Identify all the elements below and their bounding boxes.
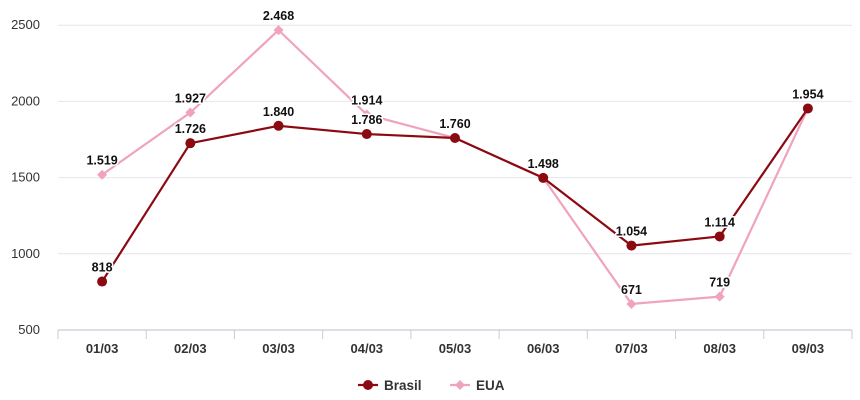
x-tick-label: 02/03 [174,341,207,356]
data-label-brasil: 1.114 [704,215,735,229]
x-axis-ticks: 01/03 02/03 03/03 04/03 05/03 06/03 07/03 08/03… [86,341,824,356]
data-label-brasil: 1.840 [263,105,294,119]
series-line-eua [101,29,809,306]
data-label-eua: 1.914 [351,94,382,108]
data-point-eua[interactable] [361,109,372,120]
data-label-brasil: 1.054 [616,225,647,239]
data-point-eua[interactable] [273,25,284,36]
data-point-eua[interactable] [185,107,196,118]
x-tick-label: 08/03 [703,341,736,356]
legend-label-brasil: Brasil [384,378,422,393]
data-point-brasil[interactable] [802,103,813,114]
x-tick-label: 01/03 [86,341,119,356]
legend-marker-eua [455,380,465,390]
x-axis [57,329,853,339]
data-label-eua: 1.519 [86,154,117,168]
legend[interactable]: Brasil EUA [358,378,505,393]
series-lines [97,25,813,309]
data-label-eua: 1.927 [175,92,206,106]
x-tick-label: 03/03 [262,341,295,356]
data-point-brasil[interactable] [538,172,549,183]
data-label-eua: 2.468 [263,9,294,23]
data-label-brasil: 1.786 [351,113,382,127]
y-axis-ticks: 500 1000 1500 2000 2500 [11,17,40,337]
data-labels: 818 1.726 1.840 1.786 1.760 1.498 1.054 1.114 1.… [85,8,825,299]
x-tick-label: 05/03 [439,341,472,356]
y-tick-label: 2500 [11,17,40,32]
data-label-brasil: 1.760 [439,117,470,131]
legend-item-brasil[interactable]: Brasil [358,378,422,393]
data-label-brasil: 1.726 [175,122,206,136]
data-point-brasil[interactable] [361,129,372,140]
y-tick-label: 1000 [11,246,40,261]
data-point-brasil[interactable] [97,276,108,287]
data-point-brasil[interactable] [714,231,725,242]
legend-marker-brasil [363,380,373,390]
data-label-eua: 719 [709,276,730,290]
x-tick-label: 09/03 [792,341,825,356]
data-label-eua: 671 [621,283,642,297]
data-point-eua[interactable] [97,169,108,180]
data-label-brasil: 1.954 [792,87,823,101]
grid-lines [58,24,852,255]
y-tick-label: 500 [18,322,40,337]
x-tick-label: 04/03 [351,341,384,356]
data-point-eua[interactable] [626,298,637,309]
x-tick-label: 07/03 [615,341,648,356]
data-point-brasil[interactable] [185,138,196,149]
data-point-brasil[interactable] [450,133,460,143]
data-point-brasil[interactable] [626,240,637,251]
legend-label-eua: EUA [476,378,505,393]
legend-item-eua[interactable]: EUA [450,378,505,393]
data-point-brasil[interactable] [273,120,284,131]
data-point-eua[interactable] [714,291,725,302]
data-label-eua: 1.760 [439,117,470,131]
data-label-brasil: 1.498 [528,157,559,171]
y-tick-label: 2000 [11,93,40,108]
x-tick-label: 06/03 [527,341,560,356]
y-tick-label: 1500 [11,170,40,185]
data-label-brasil: 818 [92,261,113,275]
